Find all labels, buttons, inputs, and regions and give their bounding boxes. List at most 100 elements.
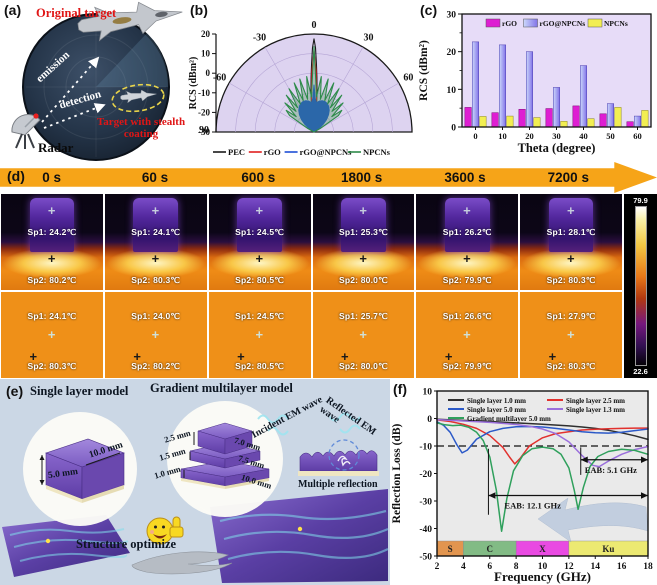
line-ytick: 10 [423,388,433,398]
sample-block [341,197,386,252]
bar-ylabel: RCS (dBm²) [418,40,430,101]
multiple-reflection-label: Multiple reflection [298,479,378,490]
bar-rgo-theta-60 [626,121,634,128]
sp2-cross-marker: + [463,250,471,266]
bar-rgo-theta-20 [518,109,526,128]
stealth-target-label: Target with stealth coating [96,116,186,141]
sp2-cross-marker: + [359,250,367,266]
bar-rgo-npcns-theta-30 [553,87,560,128]
sp2-cross-marker: + [444,349,453,365]
radar-dish-icon [11,113,41,149]
line-xlabel: Frequency (GHz) [494,569,591,584]
polar-background [215,33,413,133]
line-xtick: 10 [538,562,548,572]
single-layer-block [39,438,125,503]
sp1-temperature: Sp1: 25.7℃ [338,310,388,321]
thermal-cell-side-0s: + Sp1: 24.2℃ + Sp2: 80.2℃ [1,194,103,290]
polar-series-rgo-npcns [298,84,330,133]
sp1-temperature: Sp1: 28.1℃ [546,226,596,237]
panel-d-thermal-series: (d) 0 s 60 s 600 s 1800 s 3600 s 7200 s … [0,162,657,379]
polar-angle-label: -60 [213,73,226,84]
original-target-label: Original target [36,6,117,20]
sp2-temperature: Sp2: 80.3℃ [546,360,596,371]
polar-radial-tick: -10 [198,88,210,98]
thermal-cell-side-7200s: + Sp1: 28.1℃ + Sp2: 80.3℃ [520,194,622,290]
line-plot-frame [436,390,649,557]
sp2-temperature: Sp2: 80.5℃ [235,360,285,371]
thermal-cell-top-60s: Sp1: 24.0℃ + + Sp2: 80.2℃ [104,292,207,378]
legend-swatch-npcns [587,18,603,28]
sample-block [29,197,75,252]
bar-rgo-theta-40 [572,105,580,128]
sp1-temperature: Sp1: 24.0℃ [131,310,181,321]
line-xtick: 12 [564,562,574,572]
sp2-temperature: Sp2: 80.3℃ [546,274,596,285]
series-single-layer-1-0-mm [436,418,649,441]
sp1-cross-marker: + [47,202,56,218]
sp1-cross-marker: + [151,202,160,218]
line-xtick: 18 [643,562,653,572]
line-xtick: 8 [514,562,519,572]
colorbar-min: 22.6 [633,367,648,376]
line-ytick: -30 [419,498,432,508]
polar-grid-spoke [228,82,315,133]
legend-label-rgo: rGO [264,147,281,157]
sp1-temperature: Sp1: 25.3℃ [338,226,388,237]
thermal-cell-top-1800s: Sp1: 25.7℃ + + Sp2: 80.0℃ [312,292,415,378]
bar-xtick: 60 [633,131,642,141]
em-wave-squiggles [257,412,361,436]
sp1-cross-marker: + [255,326,264,342]
bar-rgo-npcns-theta-40 [580,65,587,128]
line-ytick: 0 [427,415,432,425]
bar-xtick: 30 [552,131,561,141]
polar-radial-tick: 10 [201,49,211,59]
bar-xtick: 0 [473,131,477,141]
polar-radial-tick: 0 [206,68,211,78]
thermal-cell-side-1800s: + Sp1: 25.3℃ + Sp2: 80.0℃ [312,194,415,290]
time-label: 600 s [241,170,276,185]
bar-rgo-npcns-theta-10 [499,44,506,128]
sp2-temperature: Sp2: 79.9℃ [442,360,492,371]
line-ylabel: Reflection Loss (dB) [391,424,403,524]
polar-angle-label: 90 [199,125,209,136]
sp2-cross-marker: + [255,250,264,266]
stealth-target-highlight-ellipse [111,83,165,113]
time-label: 7200 s [547,170,589,185]
emission-arrow [41,56,100,123]
detection-arrow [43,103,106,129]
sample-block [548,197,594,252]
multilayer-title: Gradient multilayer model [150,381,293,395]
sp1-cross-marker: + [255,202,264,218]
legend-label-pec: PEC [228,147,245,157]
bar-rgo-npcns-theta-0 [472,41,479,128]
sp2-temperature: Sp2: 80.0℃ [338,274,388,285]
polar-series-npcns [284,46,344,133]
legend-label-rgo-npcns: rGO@NPCNs [300,147,353,157]
bar-npcns-theta-10 [506,115,514,128]
sp2-cross-marker: + [47,250,56,266]
panel-f-label: (f) [393,381,407,397]
legend-label-rgo: rGO [502,19,517,28]
band-label-ku: Ku [602,544,614,554]
sp1-temperature: Sp1: 24.5℃ [235,310,285,321]
sp2-cross-marker: + [133,349,141,365]
legend-label-rgo-npcns: rGO@NPCNs [540,19,586,28]
bar-xtick: 20 [525,131,534,141]
legend-swatch-rgo [485,18,501,28]
thumbs-up-icon [146,516,184,545]
series-single-layer-5-0-mm [436,421,649,454]
sp2-cross-marker: + [341,349,349,365]
bar-ytick: 10 [447,86,457,96]
panel-b-label: (b) [190,2,208,18]
bar-npcns-theta-60 [641,110,649,128]
bar-chart: 0 10 20 30 0 10 20 30 40 50 60 rGO rGO@NPCNs NPCNs The… [418,11,652,155]
bar-rgo-npcns-theta-20 [526,51,533,128]
legend-label-single-layer-1-3-mm: Single layer 1.3 mm [566,406,625,414]
bar-ytick: 20 [447,48,457,58]
polar-grid-ring [254,72,374,133]
polar-radial-tick: -20 [198,107,210,117]
bar-npcns-theta-0 [479,116,487,128]
sp2-cross-marker: + [29,349,38,365]
